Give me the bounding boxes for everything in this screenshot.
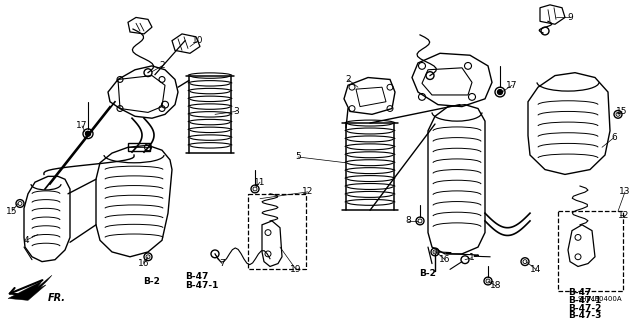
Text: 12: 12: [302, 187, 314, 197]
Text: FR.: FR.: [48, 293, 66, 303]
Text: B-2: B-2: [420, 269, 436, 278]
Text: 3: 3: [233, 107, 239, 116]
Text: B-47-1: B-47-1: [568, 296, 602, 305]
Text: B-47: B-47: [185, 272, 209, 281]
Text: 9: 9: [567, 13, 573, 22]
Text: B-47: B-47: [568, 288, 591, 297]
Text: 2: 2: [159, 61, 165, 70]
Text: 13: 13: [620, 187, 631, 197]
Text: 4: 4: [23, 236, 29, 245]
Text: 18: 18: [490, 281, 502, 290]
Bar: [128, 144, 150, 151]
Text: 6: 6: [611, 133, 617, 142]
Text: 15: 15: [616, 107, 628, 116]
Text: 14: 14: [531, 265, 541, 274]
Text: 5: 5: [295, 152, 301, 161]
Polygon shape: [8, 275, 52, 300]
Bar: [248, 194, 306, 269]
Text: 16: 16: [138, 259, 150, 268]
Bar: [558, 211, 623, 291]
Text: 1: 1: [469, 253, 475, 262]
Text: 8: 8: [405, 216, 411, 226]
Text: 17: 17: [506, 81, 518, 90]
Text: 16: 16: [439, 255, 451, 264]
Circle shape: [497, 90, 502, 94]
Text: 17: 17: [76, 122, 88, 130]
Text: B-47-1: B-47-1: [185, 281, 218, 290]
Text: B-47-3: B-47-3: [568, 311, 602, 319]
Text: 19: 19: [291, 265, 301, 274]
Text: 7: 7: [219, 259, 225, 268]
Text: 10: 10: [192, 36, 204, 45]
Text: 2: 2: [345, 75, 351, 84]
Text: 15: 15: [6, 207, 18, 216]
Text: 11: 11: [254, 178, 266, 187]
Text: SHJME0400A: SHJME0400A: [577, 296, 622, 302]
Circle shape: [86, 131, 90, 136]
Text: B-47-2: B-47-2: [568, 304, 602, 313]
Text: B-2: B-2: [143, 277, 161, 286]
Text: 12: 12: [618, 211, 630, 219]
